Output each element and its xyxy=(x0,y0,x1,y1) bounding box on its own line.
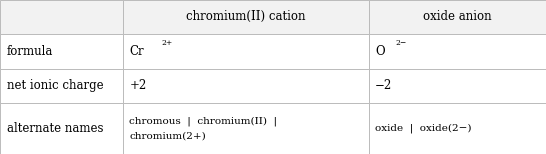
Text: alternate names: alternate names xyxy=(7,122,103,135)
Bar xyxy=(123,103,369,154)
Text: oxide anion: oxide anion xyxy=(423,10,491,23)
Text: Cr: Cr xyxy=(129,45,144,58)
Bar xyxy=(123,34,369,69)
Text: net ionic charge: net ionic charge xyxy=(7,79,103,92)
Bar xyxy=(369,34,546,69)
Text: +2: +2 xyxy=(129,79,147,92)
Bar xyxy=(369,0,546,34)
Text: chromium(II) cation: chromium(II) cation xyxy=(186,10,305,23)
Text: O: O xyxy=(375,45,385,58)
Text: chromium(2+): chromium(2+) xyxy=(129,132,206,141)
Bar xyxy=(0,34,123,69)
Bar xyxy=(0,69,123,103)
Bar xyxy=(369,103,546,154)
Text: −2: −2 xyxy=(375,79,393,92)
Bar xyxy=(123,69,369,103)
Text: chromous  |  chromium(II)  |: chromous | chromium(II) | xyxy=(129,116,277,126)
Bar xyxy=(123,0,369,34)
Text: oxide  |  oxide(2−): oxide | oxide(2−) xyxy=(375,124,472,133)
Bar xyxy=(369,69,546,103)
Bar xyxy=(0,0,123,34)
Text: formula: formula xyxy=(7,45,53,58)
Bar xyxy=(0,103,123,154)
Text: 2−: 2− xyxy=(396,39,407,47)
Text: 2+: 2+ xyxy=(161,39,173,47)
